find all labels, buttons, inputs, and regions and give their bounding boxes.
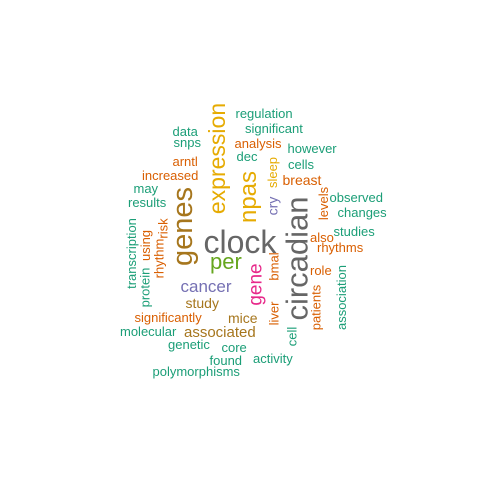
- word-association: association: [333, 264, 349, 330]
- word-cancer: cancer: [180, 276, 232, 296]
- word-however: however: [287, 140, 337, 156]
- word-genes: genes: [166, 186, 199, 266]
- word-role: role: [310, 262, 332, 278]
- word-increased: increased: [142, 167, 199, 183]
- word-molecular: molecular: [120, 323, 177, 339]
- word-also: also: [310, 229, 334, 245]
- word-analysis: analysis: [234, 135, 282, 151]
- word-levels: levels: [315, 186, 331, 220]
- word-npas: npas: [235, 170, 263, 224]
- word-results: results: [128, 194, 167, 210]
- word-regulation: regulation: [235, 105, 293, 121]
- word-genetic: genetic: [168, 336, 210, 352]
- word-changes: changes: [337, 204, 387, 220]
- word-study: study: [185, 295, 219, 311]
- word-per: per: [210, 249, 242, 274]
- word-bmal: bmal: [266, 251, 282, 281]
- word-cells: cells: [288, 156, 315, 172]
- word-protein: protein: [137, 267, 153, 307]
- word-core: core: [221, 339, 247, 355]
- word-breast: breast: [282, 172, 322, 188]
- word-polymorphisms: polymorphisms: [152, 363, 240, 379]
- word-data: data: [172, 123, 198, 139]
- word-clock: clock: [203, 224, 277, 260]
- word-rhythms: rhythms: [317, 239, 364, 255]
- word-using: using: [137, 229, 153, 261]
- word-rhythm: rhythm: [151, 238, 167, 278]
- word-significantly: significantly: [134, 309, 202, 325]
- word-observed: observed: [329, 189, 383, 205]
- word-activity: activity: [253, 350, 293, 366]
- word-cell: cell: [284, 326, 300, 346]
- word-significant: significant: [245, 120, 303, 136]
- word-patients: patients: [308, 284, 324, 330]
- word-studies: studies: [333, 223, 375, 239]
- word-sleep: sleep: [264, 156, 280, 188]
- word-snps: snps: [173, 134, 201, 150]
- word-risk: risk: [155, 217, 171, 239]
- word-found: found: [209, 352, 243, 368]
- word-dec: dec: [236, 148, 258, 164]
- word-liver: liver: [266, 301, 282, 325]
- word-may: may: [133, 180, 159, 196]
- word-transcription: transcription: [123, 217, 139, 289]
- word-gene: gene: [245, 262, 267, 306]
- word-expression: expression: [203, 102, 230, 214]
- word-cry: cry: [263, 196, 280, 216]
- word-associated: associated: [184, 323, 256, 341]
- word-mice: mice: [228, 310, 258, 326]
- word-arntl: arntl: [172, 153, 198, 169]
